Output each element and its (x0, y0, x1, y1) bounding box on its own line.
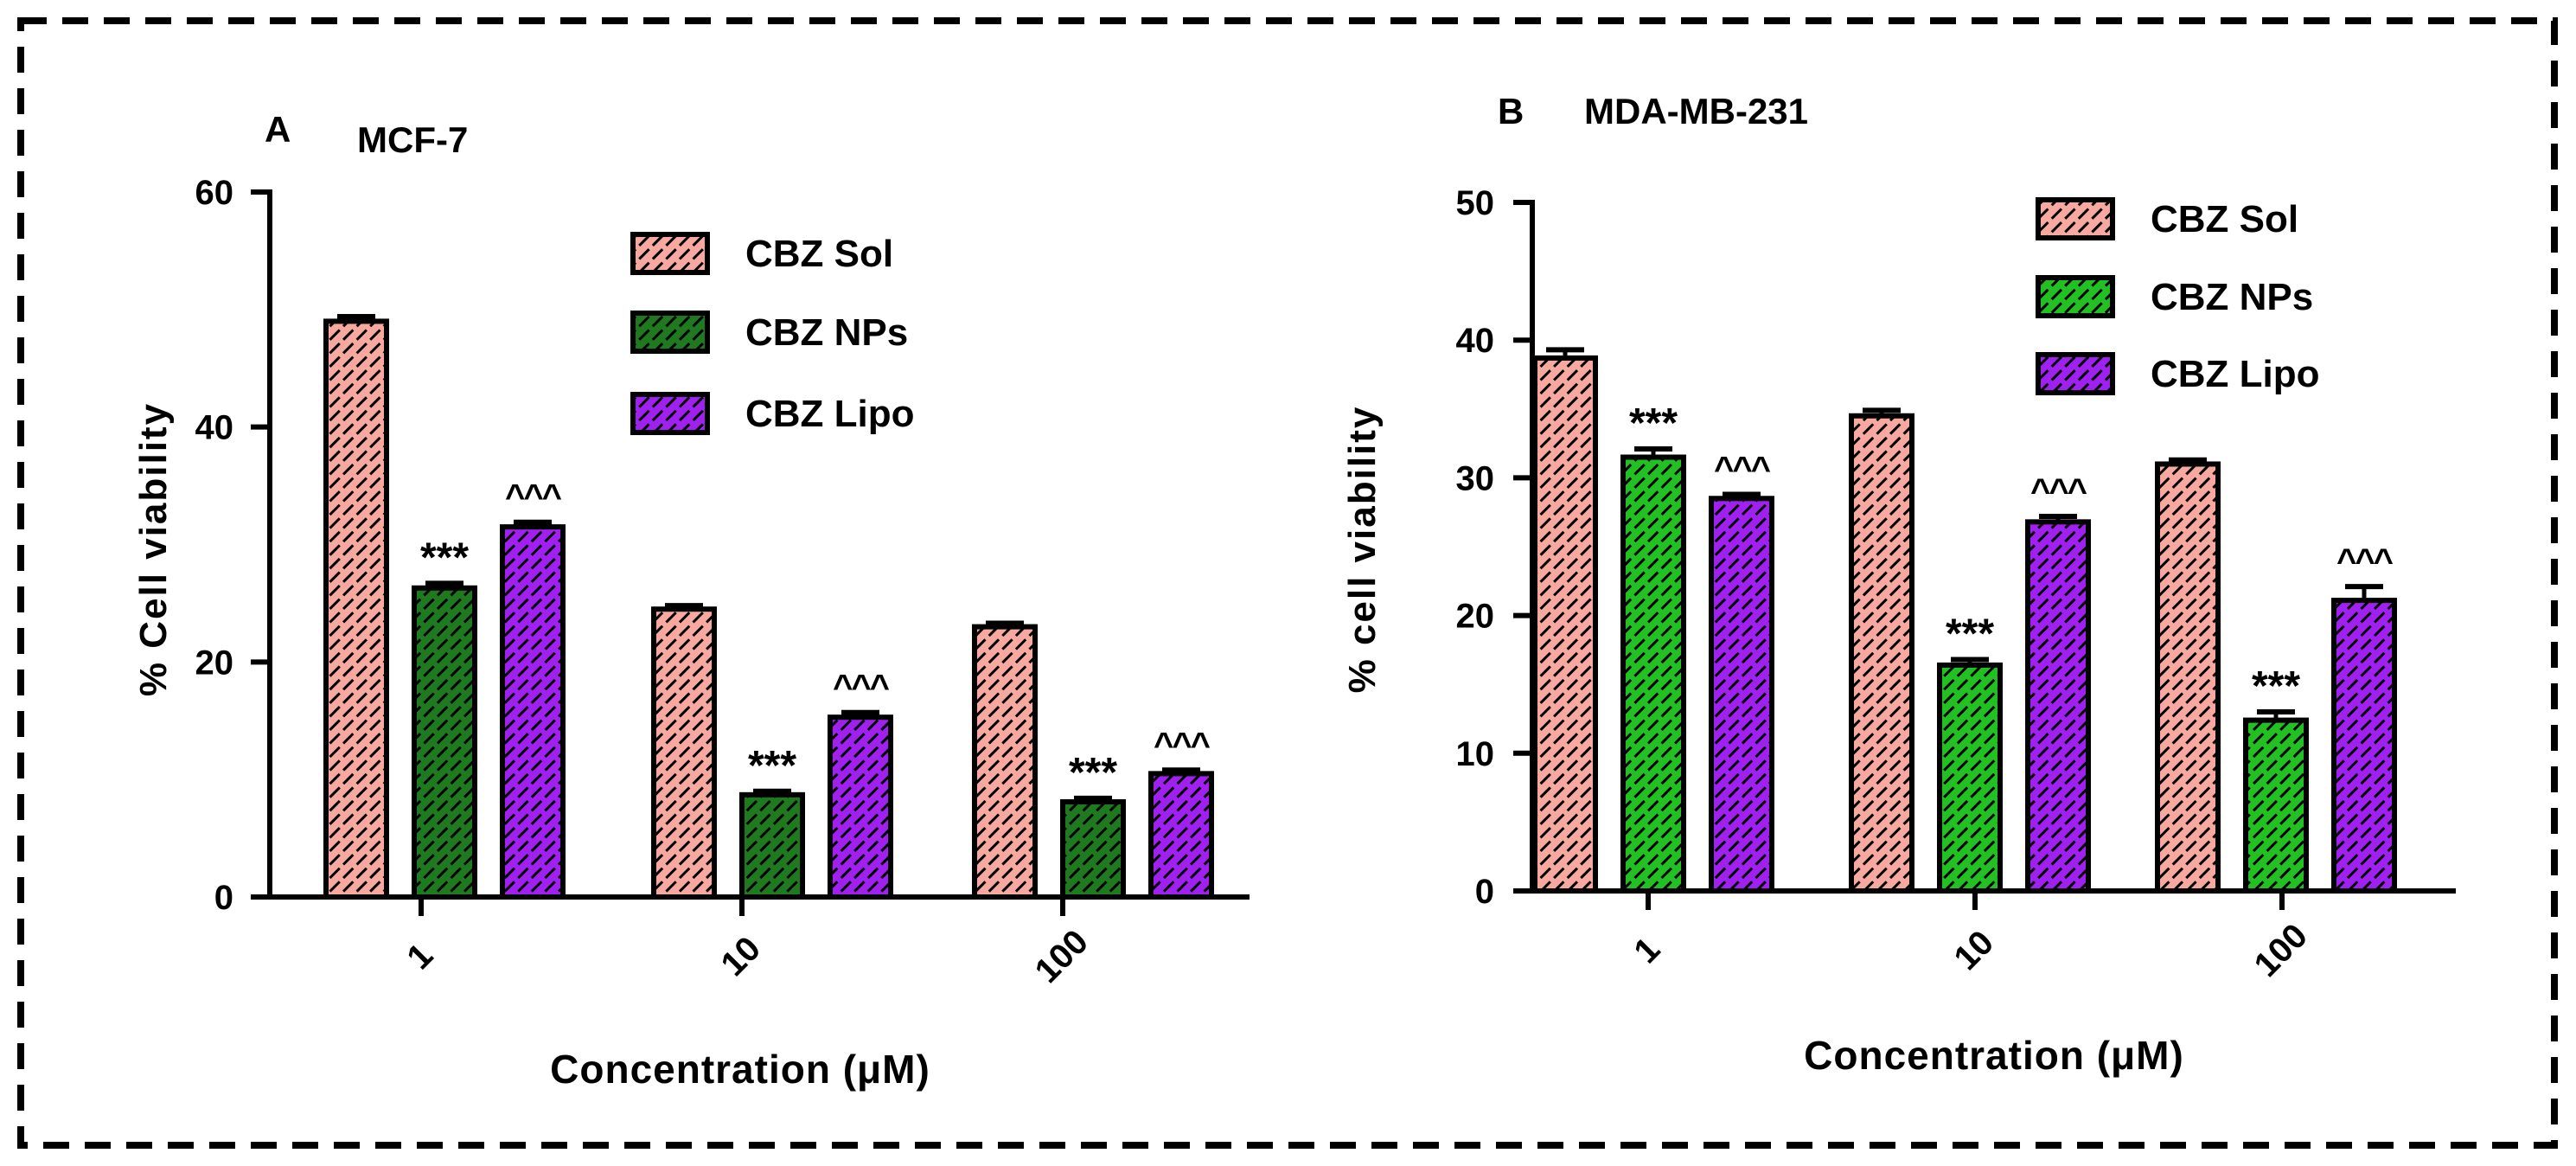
bar (828, 714, 893, 900)
legend-swatch (2036, 197, 2115, 240)
y-tick-label: 50 (1456, 184, 1495, 222)
bar (1148, 771, 1214, 900)
significance-carets: ^^^ (2030, 472, 2087, 510)
significance-carets: ^^^ (505, 478, 562, 516)
legend-label: CBZ Sol (745, 233, 893, 275)
x-tick-label: 100 (1028, 923, 1096, 990)
significance-carets: ^^^ (1154, 726, 1211, 764)
significance-stars: *** (1946, 612, 1994, 657)
chart-title: MDA-MB-231 (1584, 91, 1808, 131)
significance-stars: *** (1069, 750, 1117, 796)
bar (1620, 454, 1686, 894)
legend-label: CBZ Sol (2151, 198, 2298, 240)
bar (2025, 519, 2091, 894)
x-tick-label: 1 (400, 936, 440, 977)
bar (1060, 798, 1126, 900)
panel-label: B (1498, 91, 1524, 131)
significance-stars: *** (420, 535, 469, 580)
significance-carets: ^^^ (2336, 542, 2394, 580)
y-tick-label: 0 (1475, 873, 1494, 911)
y-tick-label: 10 (1456, 735, 1495, 773)
x-tick-label: 10 (1947, 924, 2002, 978)
significance-stars: *** (748, 743, 796, 789)
legend-swatch (2036, 275, 2115, 318)
legend-swatch (630, 232, 710, 275)
dashed-frame (17, 17, 2558, 1149)
x-axis-label: Concentration (μM) (1804, 1033, 2184, 1078)
panel-a: A MCF-7 0 20 40 60 % Cell viability 1 10 100 Conce… (132, 109, 1250, 1092)
bar (739, 791, 805, 900)
significance-carets: ^^^ (1714, 451, 1771, 489)
bar (1532, 355, 1598, 894)
legend-swatch (2036, 352, 2115, 395)
x-tick-label: 100 (2247, 917, 2315, 984)
bar (2243, 717, 2309, 894)
bar (500, 524, 566, 900)
legend-swatch (630, 392, 710, 435)
legend-label: CBZ NPs (2151, 276, 2313, 318)
legend-swatch (630, 311, 710, 354)
legend-label: CBZ Lipo (745, 393, 915, 435)
legend-label: CBZ Lipo (2151, 353, 2320, 395)
y-tick-label: 40 (195, 409, 234, 447)
bar (972, 624, 1038, 900)
y-tick-label: 60 (195, 174, 234, 212)
significance-carets: ^^^ (833, 669, 890, 707)
x-tick-label: 10 (714, 930, 769, 984)
bar (1937, 662, 2003, 894)
panel-label: A (265, 109, 291, 150)
bar (651, 606, 717, 900)
bar (323, 318, 389, 900)
x-axis-label: Concentration (μM) (550, 1047, 930, 1092)
bar (2331, 598, 2397, 894)
y-tick-label: 0 (214, 879, 233, 917)
panel-b: B MDA-MB-231 0 10 20 30 40 50 % cell viability 1 1… (1341, 91, 2456, 1078)
y-axis-label: % Cell viability (132, 402, 175, 696)
bar (412, 585, 477, 900)
y-tick-label: 20 (195, 644, 234, 682)
x-tick-label: 1 (1627, 930, 1667, 971)
y-axis-label: % cell viability (1341, 406, 1384, 694)
bar (1709, 496, 1774, 894)
chart-title: MCF-7 (357, 119, 468, 160)
y-tick-label: 20 (1456, 598, 1495, 636)
y-tick-label: 30 (1456, 459, 1495, 497)
y-tick-label: 40 (1456, 322, 1495, 360)
significance-stars: *** (2252, 663, 2300, 709)
bar (2155, 461, 2221, 894)
legend-label: CBZ NPs (745, 311, 908, 354)
significance-stars: *** (1629, 400, 1678, 446)
bar (1849, 413, 1914, 894)
